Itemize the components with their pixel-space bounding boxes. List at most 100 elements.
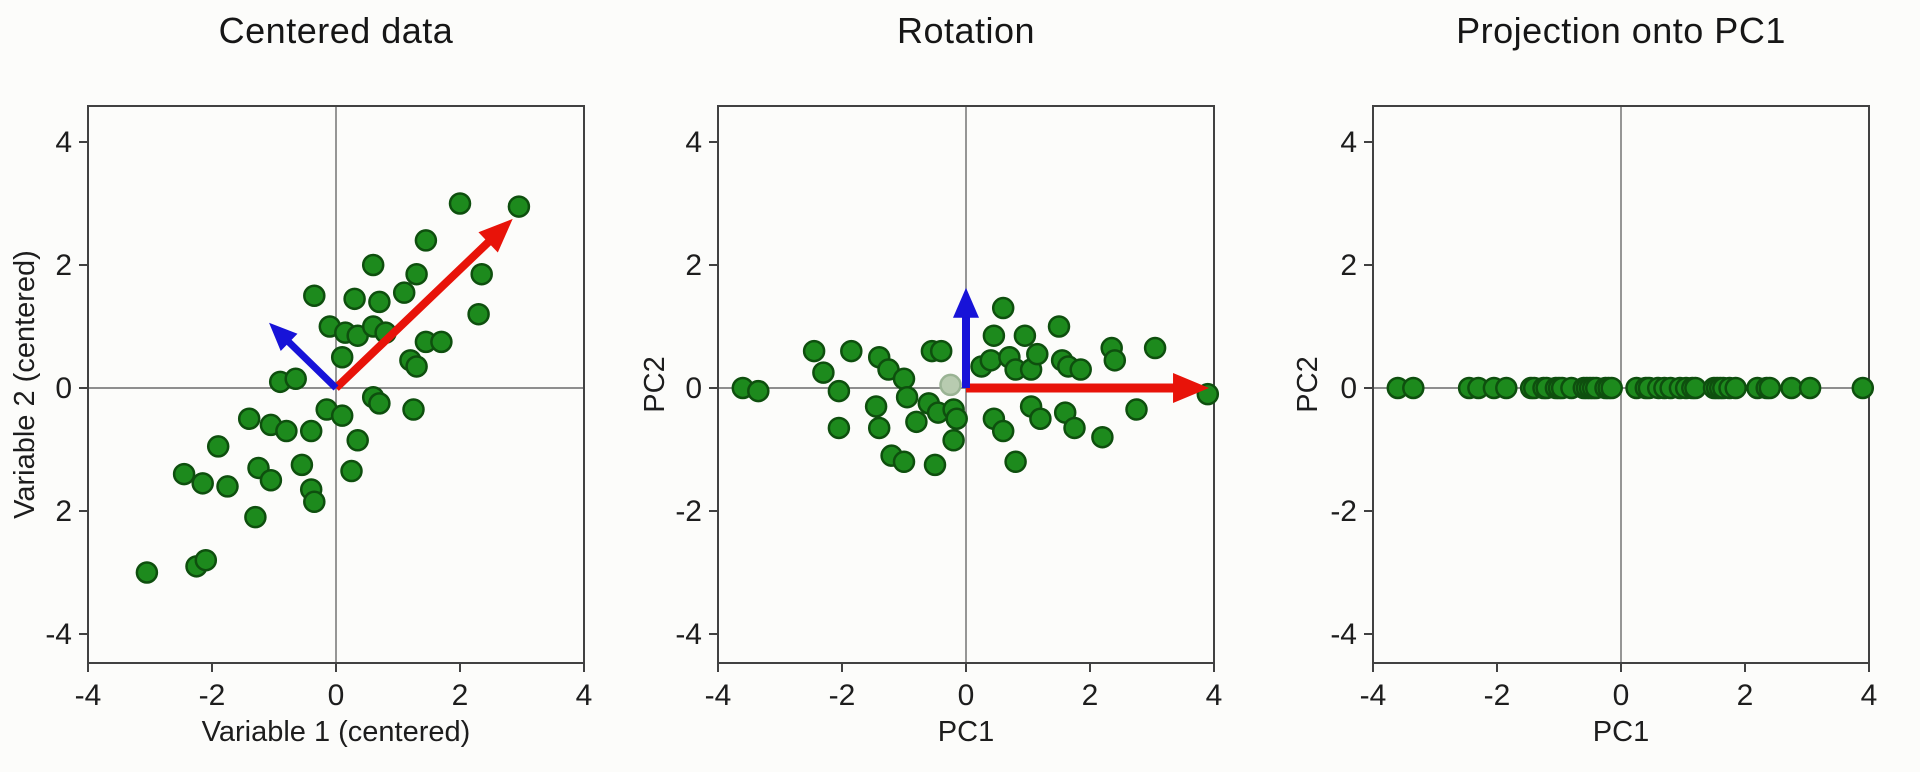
x-tick-label: 4: [1206, 679, 1223, 712]
data-point: [405, 355, 428, 378]
data-point: [330, 346, 354, 369]
data-point: [1143, 336, 1167, 360]
x-tick-label: -2: [199, 679, 226, 712]
y-axis-label: PC2: [639, 356, 671, 412]
data-point: [368, 392, 391, 415]
data-point: [303, 490, 326, 514]
x-axis-label: PC1: [1593, 716, 1649, 748]
y-tick-label: 2: [1340, 249, 1357, 282]
data-point: [330, 404, 354, 427]
data-point: [1069, 358, 1092, 381]
data-point: [945, 407, 968, 430]
data-point: [1798, 376, 1822, 400]
y-tick-label: 2: [685, 249, 702, 282]
y-tick-label: 4: [55, 126, 72, 159]
panel-title-projection: Projection onto PC1: [1456, 10, 1786, 51]
data-point: [361, 253, 385, 277]
data-point: [1724, 376, 1747, 400]
arrow-shaft: [333, 228, 502, 391]
data-point: [244, 505, 267, 529]
panel-title-centered-data: Centered data: [218, 10, 454, 51]
data-point: [802, 339, 826, 363]
y-tick-label: 4: [1340, 126, 1357, 159]
arrow-head: [269, 322, 298, 351]
data-point: [840, 339, 863, 363]
scatter-plot-projection-pc1: -4 -2 0 2 4 4 2 0 -2 -4 PC1 PC2: [1292, 105, 1877, 748]
data-point: [747, 379, 770, 403]
y-tick-label: 2: [55, 249, 72, 282]
data-point: [979, 349, 1003, 372]
arrow-shaft: [277, 331, 339, 391]
data-point: [430, 330, 453, 354]
data-point: [237, 407, 261, 430]
x-axis-label: PC1: [938, 716, 994, 748]
data-point: [392, 281, 416, 304]
data-point: [368, 290, 391, 314]
x-tick-label: -4: [705, 679, 732, 712]
data-point: [923, 453, 947, 477]
x-axis-label: Variable 1 (centered): [202, 716, 471, 748]
data-point: [343, 287, 366, 311]
data-point: [1063, 416, 1086, 440]
x-tick-label: -2: [1484, 679, 1511, 712]
scatter-plot-centered-data: -4 -2 0 2 4 4 2 0 2 -4 Variable 1 (centered) Variab…: [9, 105, 593, 748]
data-point-faded: [939, 373, 962, 397]
scatter-plot-rotation: -4 -2 0 2 4 4 2 0 -2 -4 PC1 PC2: [639, 105, 1223, 748]
arrow-head: [953, 287, 979, 318]
pc2-direction-arrow: [269, 322, 339, 391]
data-point: [1026, 342, 1049, 366]
y-tick-label: -2: [1330, 495, 1357, 528]
data-point: [470, 262, 493, 286]
data-point: [194, 548, 218, 572]
pc1-direction-arrow: [333, 218, 513, 391]
arrow-head: [1173, 373, 1210, 403]
data-point: [1851, 376, 1875, 400]
data-point: [892, 367, 916, 391]
y-tick-label: 0: [55, 372, 72, 405]
data-point: [1758, 376, 1782, 400]
x-tick-label: -4: [1360, 679, 1387, 712]
x-tick-label: 0: [958, 679, 975, 712]
data-point: [929, 339, 953, 363]
data-point: [346, 429, 369, 452]
data-point: [1495, 376, 1518, 400]
y-axis-label: Variable 2 (centered): [9, 250, 41, 519]
x-tick-label: 2: [452, 679, 469, 712]
data-point: [1780, 376, 1803, 400]
y-tick-label: -2: [675, 495, 702, 528]
data-point: [216, 475, 239, 498]
data-point: [1402, 376, 1425, 400]
y-tick-label: 4: [685, 126, 702, 159]
y-tick-label: 2: [55, 495, 72, 528]
data-point: [1004, 450, 1027, 474]
data-point: [340, 459, 363, 483]
pc2-direction-arrow: [953, 287, 979, 388]
y-axis-label: PC2: [1292, 356, 1324, 412]
data-point: [942, 429, 965, 452]
y-tick-label: -4: [45, 618, 72, 651]
x-tick-label: 4: [576, 679, 593, 712]
data-point: [299, 419, 323, 443]
data-point: [1091, 425, 1114, 449]
data-point: [1103, 349, 1127, 372]
data-point: [812, 361, 835, 384]
data-point: [507, 195, 531, 218]
data-point: [467, 302, 490, 326]
data-point: [982, 324, 1006, 347]
panel-title-rotation: Rotation: [896, 10, 1036, 51]
pc1-direction-arrow: [966, 373, 1210, 403]
data-point: [1125, 398, 1148, 421]
data-point: [172, 462, 196, 486]
data-point: [1684, 376, 1707, 400]
data-point: [1047, 315, 1071, 338]
arrow-head: [478, 218, 513, 253]
data-point: [414, 229, 438, 252]
y-tick-label: 0: [1340, 372, 1357, 405]
data-point: [284, 367, 307, 391]
x-tick-label: 2: [1082, 679, 1099, 712]
data-point: [905, 410, 928, 434]
data-point: [827, 379, 851, 403]
data-point: [1013, 324, 1037, 347]
x-tick-label: 0: [328, 679, 345, 712]
